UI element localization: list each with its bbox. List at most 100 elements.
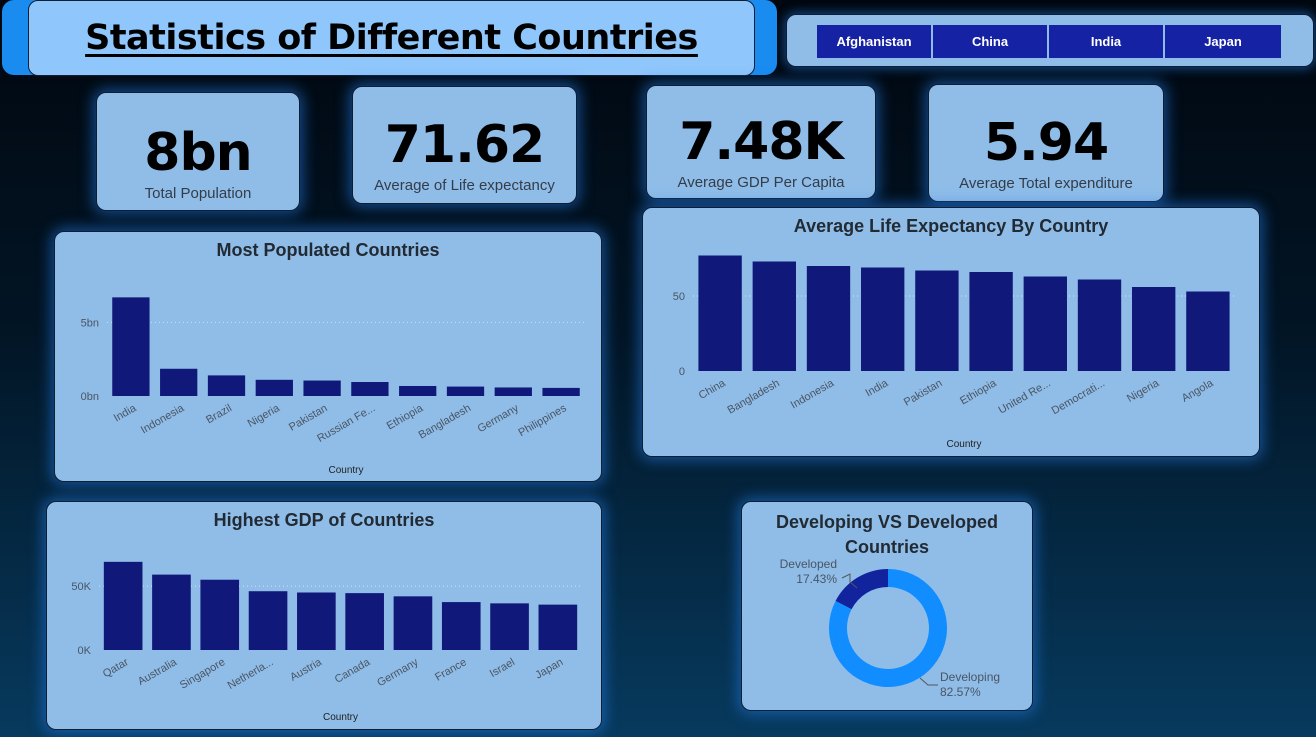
bar: [1186, 291, 1230, 371]
x-tick-label: Singapore: [178, 656, 227, 691]
slicer-item-japan[interactable]: Japan: [1165, 25, 1281, 58]
country-slicer: Afghanistan China India Japan: [786, 14, 1314, 67]
leader-line: [841, 573, 858, 589]
x-tick-label: Netherla...: [226, 656, 276, 692]
slicer-item-india[interactable]: India: [1049, 25, 1165, 58]
bar: [345, 593, 384, 650]
chart-title: Highest GDP of Countries: [213, 510, 435, 530]
chart-card-developing-vs-developed: Developing VS Developed Countries Develo…: [741, 501, 1033, 711]
chart-title: Developing VS Developed Countries: [775, 512, 999, 557]
x-tick-label: Qatar: [101, 656, 131, 680]
bar: [207, 375, 246, 396]
leader-line: [919, 677, 938, 686]
x-tick-label: Germany: [476, 402, 522, 435]
kpi-card-gdp-per-capita: 7.48K Average GDP Per Capita: [646, 85, 876, 199]
x-tick-label: Indonesia: [139, 402, 187, 437]
chart-title: Average Life Expectancy By Country: [793, 216, 1109, 236]
x-tick-label: China: [697, 377, 729, 402]
x-tick-label: Japan: [533, 656, 565, 681]
y-tick-label: 0bn: [81, 391, 99, 403]
y-tick-label: 5bn: [81, 317, 99, 329]
bar: [542, 387, 580, 396]
slice-label-percent: 17.43%: [796, 572, 837, 586]
slicer-item-afghanistan[interactable]: Afghanistan: [817, 25, 933, 58]
x-tick-label: Brazil: [204, 402, 234, 426]
chart-card-highest-gdp: Highest GDP of Countries 0K 50K Qatar Austr…: [46, 501, 602, 730]
bar: [255, 379, 293, 396]
y-tick-label: 0: [679, 366, 685, 378]
kpi-label: Average of Life expectancy: [374, 177, 555, 194]
slice-label-name: Developing: [940, 670, 1000, 684]
chart-card-life-expectancy: Average Life Expectancy By Country 0 50 Ch…: [642, 207, 1260, 457]
bar: [806, 266, 851, 371]
x-tick-label: United Re...: [996, 377, 1052, 416]
bar: [752, 261, 796, 371]
x-axis-label: Country: [323, 712, 358, 723]
x-tick-label: Angola: [1180, 377, 1216, 405]
x-tick-label: Democrati...: [1050, 377, 1107, 417]
x-tick-label: India: [864, 377, 891, 400]
bar: [103, 561, 143, 650]
y-tick-label: 0K: [78, 645, 92, 657]
x-tick-label: Ethiopia: [385, 402, 426, 433]
bar: [248, 591, 288, 650]
kpi-label: Average Total expenditure: [959, 175, 1133, 192]
x-tick-label: India: [112, 402, 139, 425]
kpi-label: Average GDP Per Capita: [677, 174, 845, 191]
donut-slice: [829, 569, 947, 687]
bar: [1077, 279, 1122, 371]
bar: [969, 272, 1013, 371]
bar: [441, 602, 481, 650]
bar: [1023, 276, 1067, 371]
bar: [393, 596, 433, 650]
kpi-card-life-expectancy: 71.62 Average of Life expectancy: [352, 86, 577, 204]
page-title: Statistics of Different Countries: [85, 18, 698, 58]
x-tick-label: Indonesia: [789, 377, 837, 412]
bar: [200, 579, 240, 650]
bar: [297, 592, 336, 650]
x-tick-label: France: [433, 656, 469, 684]
bar: [490, 603, 529, 650]
x-axis-label: Country: [946, 439, 981, 450]
x-tick-label: Bangladesh: [725, 377, 781, 416]
bar: [915, 270, 959, 371]
x-tick-label: Canada: [333, 656, 373, 686]
x-tick-label: Ethiopia: [958, 377, 999, 408]
kpi-value: 8bn: [144, 123, 252, 183]
x-tick-label: Philippines: [517, 402, 570, 439]
x-tick-label: Australia: [136, 656, 180, 688]
bar: [160, 368, 198, 396]
bar: [152, 574, 191, 650]
bar: [861, 267, 905, 371]
bar: [1132, 287, 1176, 371]
x-axis-label: Country: [328, 465, 363, 476]
chart-card-most-populated: Most Populated Countries 0bn 5bn India Indo…: [54, 231, 602, 482]
kpi-label: Total Population: [144, 185, 252, 202]
x-tick-label: Austria: [288, 656, 324, 684]
bar: [494, 387, 532, 396]
kpi-value: 5.94: [983, 113, 1109, 173]
slicer-item-china[interactable]: China: [933, 25, 1049, 58]
bar: [399, 385, 437, 396]
y-tick-label: 50: [673, 291, 685, 303]
bar: [303, 380, 341, 396]
bar: [112, 297, 150, 396]
x-tick-label: Israel: [488, 656, 517, 680]
kpi-card-total-population: 8bn Total Population: [96, 92, 300, 211]
chart-title: Most Populated Countries: [216, 240, 440, 260]
bar: [698, 255, 742, 371]
donut-slice: [835, 569, 888, 610]
slice-label-name: Developed: [780, 557, 837, 571]
slice-label-percent: 82.57%: [940, 685, 981, 699]
x-tick-label: Pakistan: [902, 377, 945, 408]
kpi-value: 7.48K: [679, 112, 844, 172]
bar: [351, 382, 389, 396]
x-tick-label: Nigeria: [246, 402, 283, 430]
x-tick-label: Germany: [375, 656, 421, 689]
y-tick-label: 50K: [71, 581, 91, 593]
bar: [446, 386, 485, 396]
